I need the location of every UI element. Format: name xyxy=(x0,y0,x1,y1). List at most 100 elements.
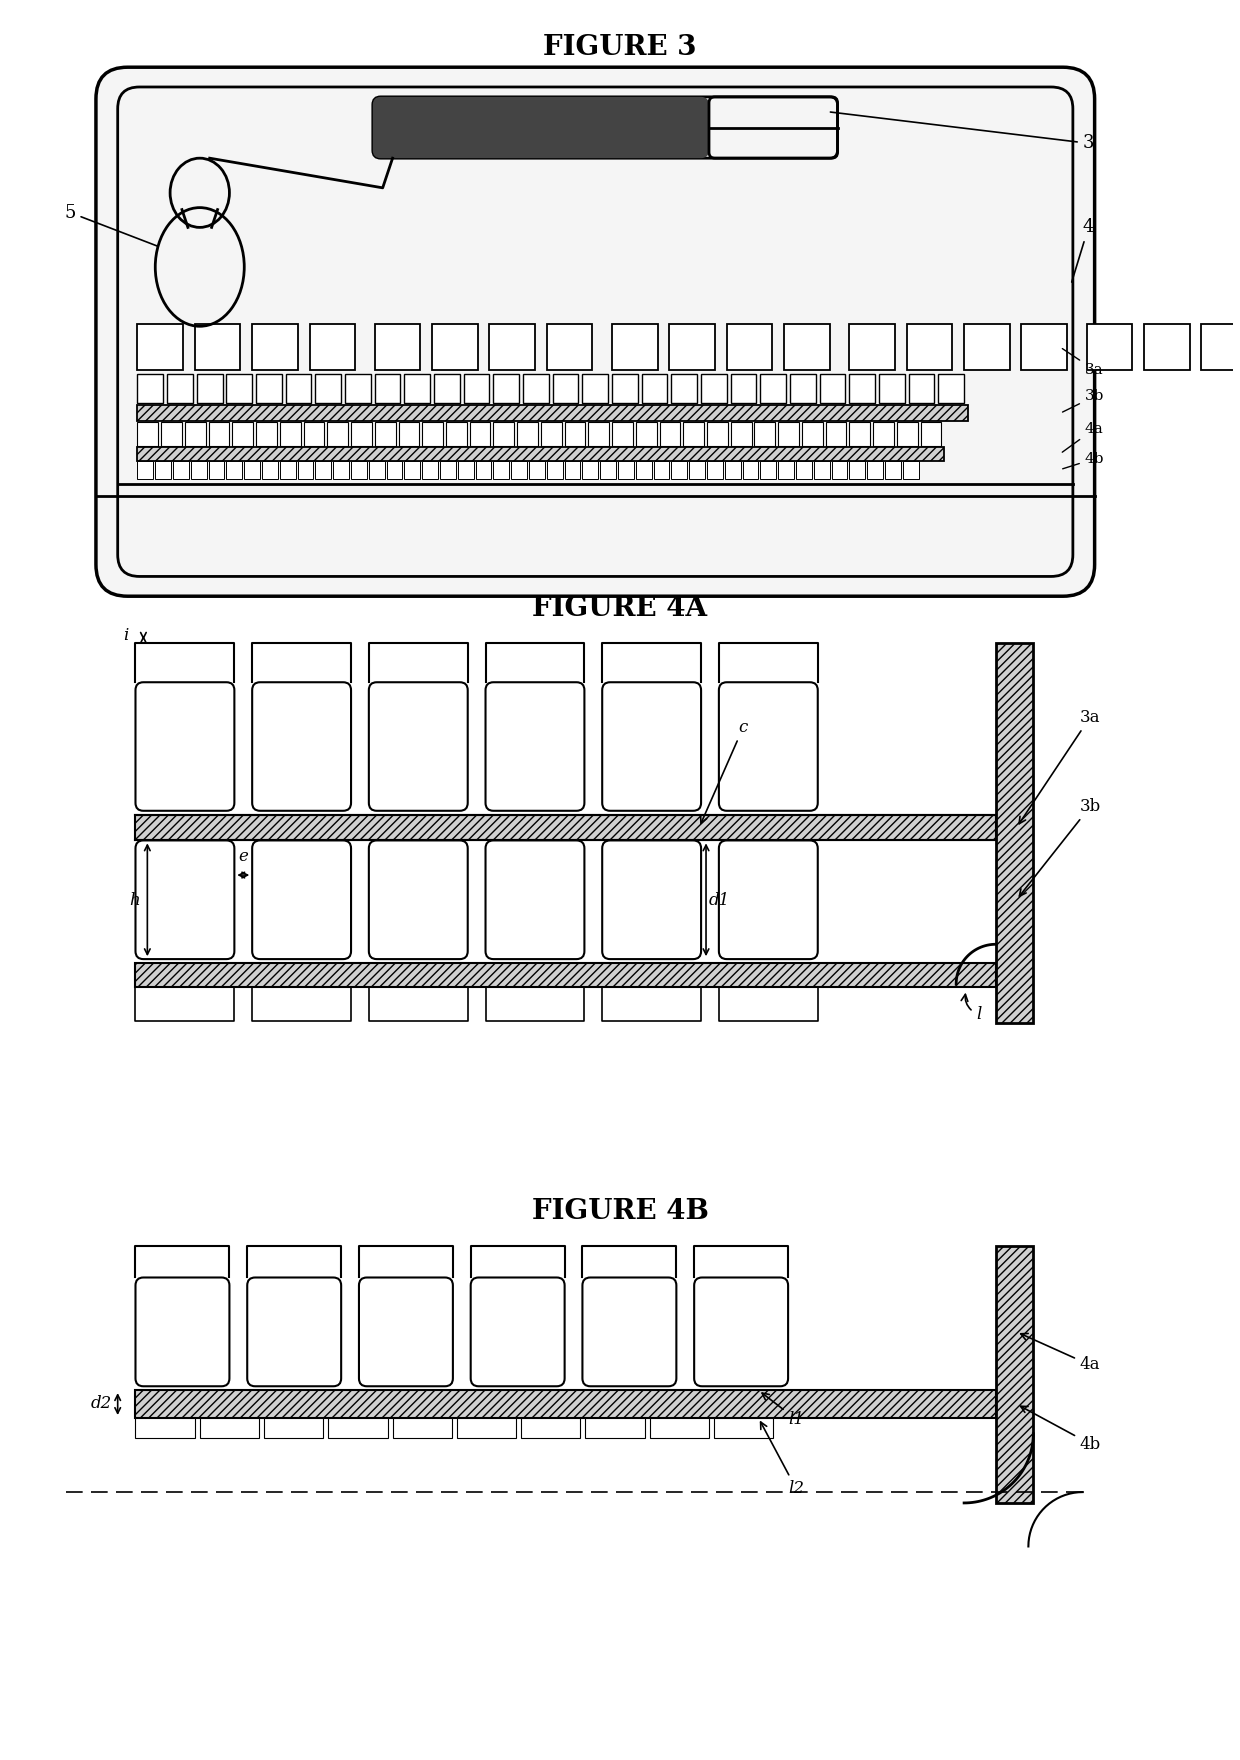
Bar xyxy=(351,461,367,479)
FancyBboxPatch shape xyxy=(252,841,351,959)
Bar xyxy=(583,461,598,479)
Bar xyxy=(440,461,456,479)
Text: l2: l2 xyxy=(760,1422,804,1498)
Bar xyxy=(743,461,759,479)
Bar xyxy=(464,373,490,403)
FancyBboxPatch shape xyxy=(719,683,817,811)
Bar xyxy=(660,422,681,445)
Bar xyxy=(730,373,756,403)
Bar xyxy=(849,324,895,370)
Bar xyxy=(523,373,549,403)
FancyBboxPatch shape xyxy=(603,841,701,959)
Bar xyxy=(135,1419,195,1438)
FancyBboxPatch shape xyxy=(583,1278,676,1387)
Bar xyxy=(374,324,420,370)
Bar xyxy=(329,1419,388,1438)
Bar xyxy=(873,422,894,445)
Bar xyxy=(779,422,799,445)
Bar xyxy=(849,422,870,445)
Bar xyxy=(315,373,341,403)
Bar xyxy=(423,461,438,479)
Bar xyxy=(802,422,822,445)
FancyBboxPatch shape xyxy=(368,841,467,959)
Bar xyxy=(374,373,401,403)
Bar xyxy=(813,461,830,479)
Bar xyxy=(517,422,538,445)
Text: 4a: 4a xyxy=(1021,1334,1100,1373)
FancyBboxPatch shape xyxy=(358,1278,453,1387)
Bar xyxy=(191,461,207,479)
Bar xyxy=(588,422,609,445)
Bar xyxy=(642,373,667,403)
Bar xyxy=(227,461,242,479)
Bar xyxy=(244,461,260,479)
Bar xyxy=(257,373,281,403)
Bar xyxy=(327,422,348,445)
Bar xyxy=(730,422,751,445)
Bar xyxy=(1022,324,1066,370)
Bar xyxy=(423,422,443,445)
Bar xyxy=(547,461,563,479)
FancyBboxPatch shape xyxy=(373,97,709,158)
Bar xyxy=(564,422,585,445)
Bar xyxy=(334,461,350,479)
Bar xyxy=(796,461,812,479)
Bar xyxy=(754,422,775,445)
Bar xyxy=(262,461,278,479)
Bar xyxy=(760,373,786,403)
Bar xyxy=(138,422,159,445)
Bar xyxy=(784,324,830,370)
Bar xyxy=(511,461,527,479)
Bar xyxy=(197,373,222,403)
Text: d1: d1 xyxy=(709,892,730,908)
Bar xyxy=(138,461,154,479)
Bar xyxy=(315,461,331,479)
FancyBboxPatch shape xyxy=(486,683,584,811)
FancyBboxPatch shape xyxy=(95,67,1095,597)
Bar xyxy=(671,461,687,479)
Bar xyxy=(345,373,371,403)
Bar xyxy=(174,461,188,479)
Bar xyxy=(490,324,534,370)
Bar xyxy=(939,373,965,403)
Bar xyxy=(653,461,670,479)
Bar xyxy=(135,963,996,987)
Bar xyxy=(650,1419,709,1438)
Bar xyxy=(671,373,697,403)
Text: 3: 3 xyxy=(831,113,1094,153)
Text: FIGURE 4B: FIGURE 4B xyxy=(532,1199,708,1225)
Text: 4: 4 xyxy=(1071,218,1094,282)
Bar xyxy=(404,461,420,479)
Bar xyxy=(494,461,510,479)
Bar xyxy=(618,461,634,479)
Bar xyxy=(1145,324,1189,370)
Bar xyxy=(138,324,184,370)
Text: l1: l1 xyxy=(763,1394,804,1427)
Bar xyxy=(135,1390,996,1419)
Bar xyxy=(368,461,384,479)
Bar xyxy=(167,373,193,403)
Text: 5: 5 xyxy=(64,204,157,246)
FancyBboxPatch shape xyxy=(471,1278,564,1387)
Bar xyxy=(683,422,704,445)
Text: 3b: 3b xyxy=(1019,797,1101,896)
Bar xyxy=(227,373,252,403)
Text: i: i xyxy=(124,627,129,644)
Bar xyxy=(252,324,298,370)
Bar xyxy=(790,373,816,403)
Bar xyxy=(996,642,1033,1023)
Bar xyxy=(600,461,616,479)
FancyBboxPatch shape xyxy=(486,841,584,959)
FancyBboxPatch shape xyxy=(135,841,234,959)
Bar xyxy=(613,422,632,445)
Bar xyxy=(613,373,637,403)
Bar xyxy=(849,461,866,479)
Text: 3a: 3a xyxy=(1063,348,1104,377)
Bar xyxy=(456,1419,516,1438)
Bar xyxy=(585,1419,645,1438)
Bar xyxy=(613,324,657,370)
Bar xyxy=(564,461,580,479)
Bar xyxy=(701,373,727,403)
Bar xyxy=(583,373,608,403)
Bar xyxy=(820,373,846,403)
